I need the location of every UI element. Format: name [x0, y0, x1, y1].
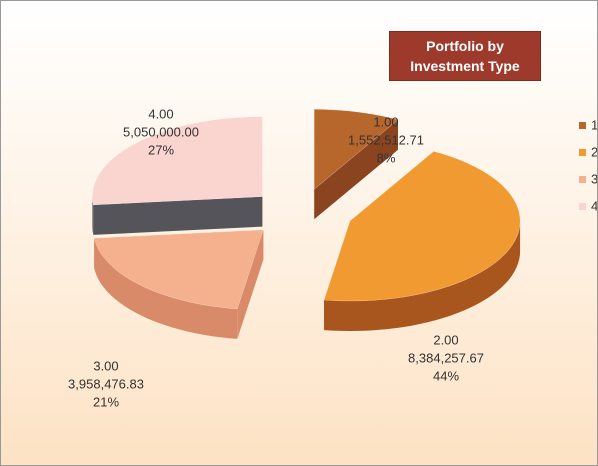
legend-swatch [579, 203, 586, 210]
slice [313, 109, 399, 190]
slice-label: 1.00 [373, 114, 398, 129]
value-label: 3,958,476.83 [68, 376, 144, 391]
value-label: 1,552,512.71 [348, 132, 424, 147]
slice-label: 4.00 [148, 106, 173, 121]
chart-title: Portfolio by Investment Type [389, 31, 541, 81]
value-label: 8,384,257.67 [408, 350, 484, 365]
percent-label: 8% [377, 150, 396, 165]
slice-side [324, 221, 521, 331]
slice-wall [93, 196, 263, 235]
slice [92, 116, 263, 206]
slice-wall [314, 119, 398, 220]
value-label: 5,050,000.00 [123, 124, 199, 139]
slice [93, 229, 264, 310]
slice-label: 3.00 [93, 358, 118, 373]
legend-label: 4 [591, 198, 597, 213]
legend-label: 1 [591, 117, 597, 132]
legend-swatch [579, 122, 586, 129]
slice [323, 151, 521, 302]
legend-swatch [579, 176, 586, 183]
percent-label: 44% [433, 368, 459, 383]
percent-label: 21% [93, 394, 119, 409]
slice-side [94, 238, 238, 339]
legend-label: 3 [591, 171, 597, 186]
legend-swatch [579, 149, 586, 156]
legend-label: 2 [591, 144, 597, 159]
percent-label: 27% [148, 142, 174, 157]
slice-label: 2.00 [433, 332, 458, 347]
slice-side [92, 196, 94, 235]
